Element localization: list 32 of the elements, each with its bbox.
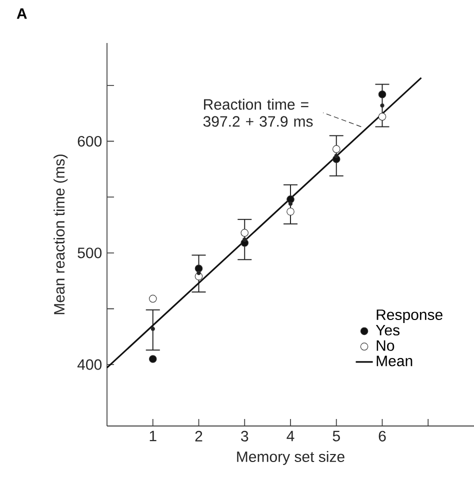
point	[196, 270, 201, 276]
x-axis-title: Memory set size	[237, 451, 344, 465]
point	[194, 264, 203, 272]
point	[242, 237, 247, 242]
point	[334, 154, 338, 158]
legend-label: No	[376, 340, 394, 351]
chart-title: A	[16, 8, 27, 19]
annotation: Reaction time = 397.2 + 37.9 ms	[203, 98, 313, 127]
x-tick-label: 3	[241, 430, 248, 442]
point	[150, 326, 155, 331]
point	[148, 355, 157, 363]
point	[378, 90, 386, 98]
point	[378, 112, 386, 121]
x-tick-label: 4	[286, 430, 294, 442]
point	[380, 103, 384, 108]
legend-label: Mean	[376, 356, 412, 366]
point	[288, 202, 293, 206]
x-tick-label: 2	[195, 430, 202, 442]
y-tick-label: 400	[77, 359, 102, 370]
y-tick-label: 500	[78, 248, 102, 258]
point	[240, 228, 249, 237]
x-tick-label: 5	[332, 430, 340, 442]
point	[286, 195, 294, 204]
legend-label: Yes	[376, 324, 400, 336]
legend-title: Response	[376, 310, 442, 323]
y-tick-label: 600	[78, 136, 102, 147]
x-tick-label: 6	[378, 430, 386, 442]
x-tick-label: 1	[150, 430, 156, 442]
point	[148, 294, 157, 303]
point	[332, 145, 340, 153]
point	[286, 208, 294, 216]
y-axis-title: Mean reaction time (ms)	[54, 154, 68, 314]
